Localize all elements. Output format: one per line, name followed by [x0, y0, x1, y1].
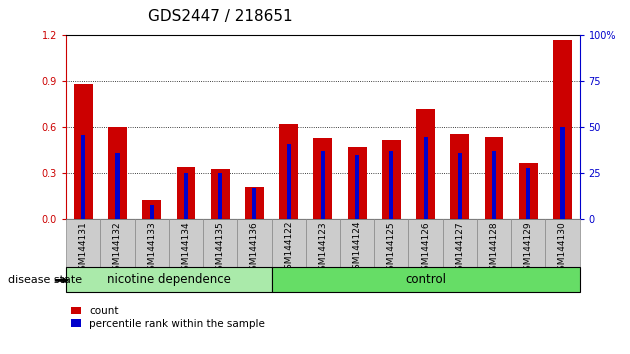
- Text: GDS2447 / 218651: GDS2447 / 218651: [148, 9, 293, 24]
- Bar: [484, 137, 503, 219]
- Bar: [135, 219, 169, 267]
- Text: GSM144133: GSM144133: [147, 221, 156, 276]
- Bar: [272, 219, 306, 267]
- Bar: [245, 187, 264, 219]
- Text: GSM144130: GSM144130: [558, 221, 567, 276]
- Text: GSM144128: GSM144128: [490, 221, 498, 275]
- Bar: [423, 137, 428, 219]
- Text: GSM144132: GSM144132: [113, 221, 122, 275]
- Bar: [492, 152, 496, 219]
- Text: GSM144122: GSM144122: [284, 221, 293, 275]
- Text: GSM144135: GSM144135: [215, 221, 225, 276]
- Text: GSM144127: GSM144127: [455, 221, 464, 275]
- Bar: [184, 173, 188, 219]
- Bar: [526, 168, 530, 219]
- Bar: [553, 40, 572, 219]
- Bar: [374, 219, 408, 267]
- Bar: [238, 219, 272, 267]
- Text: GSM144123: GSM144123: [318, 221, 328, 275]
- Text: nicotine dependence: nicotine dependence: [107, 273, 231, 286]
- Bar: [408, 219, 443, 267]
- Bar: [211, 169, 229, 219]
- Text: GSM144129: GSM144129: [524, 221, 533, 275]
- Bar: [416, 109, 435, 219]
- Text: control: control: [405, 273, 446, 286]
- Bar: [348, 147, 367, 219]
- Bar: [561, 127, 564, 219]
- Bar: [108, 127, 127, 219]
- Bar: [100, 219, 135, 267]
- Bar: [382, 140, 401, 219]
- Bar: [218, 173, 222, 219]
- Bar: [66, 219, 100, 267]
- Text: GSM144136: GSM144136: [250, 221, 259, 276]
- Text: GSM144125: GSM144125: [387, 221, 396, 275]
- Bar: [272, 267, 580, 292]
- Bar: [389, 152, 393, 219]
- Bar: [511, 219, 546, 267]
- Bar: [169, 219, 203, 267]
- Bar: [287, 144, 290, 219]
- Text: GSM144131: GSM144131: [79, 221, 88, 276]
- Bar: [66, 267, 272, 292]
- Bar: [176, 167, 195, 219]
- Bar: [519, 163, 537, 219]
- Bar: [314, 138, 332, 219]
- Bar: [253, 188, 256, 219]
- Bar: [115, 153, 120, 219]
- Bar: [443, 219, 477, 267]
- Bar: [458, 153, 462, 219]
- Bar: [142, 200, 161, 219]
- Bar: [150, 205, 154, 219]
- Text: GSM144124: GSM144124: [353, 221, 362, 275]
- Legend: count, percentile rank within the sample: count, percentile rank within the sample: [71, 306, 265, 329]
- Text: GSM144134: GSM144134: [181, 221, 190, 275]
- Bar: [81, 135, 85, 219]
- Bar: [321, 152, 325, 219]
- Text: disease state: disease state: [8, 275, 82, 285]
- Bar: [203, 219, 238, 267]
- Bar: [477, 219, 511, 267]
- Bar: [74, 85, 93, 219]
- Bar: [355, 155, 359, 219]
- Bar: [340, 219, 374, 267]
- Text: GSM144126: GSM144126: [421, 221, 430, 275]
- Bar: [279, 124, 298, 219]
- Bar: [546, 219, 580, 267]
- Bar: [450, 133, 469, 219]
- Bar: [306, 219, 340, 267]
